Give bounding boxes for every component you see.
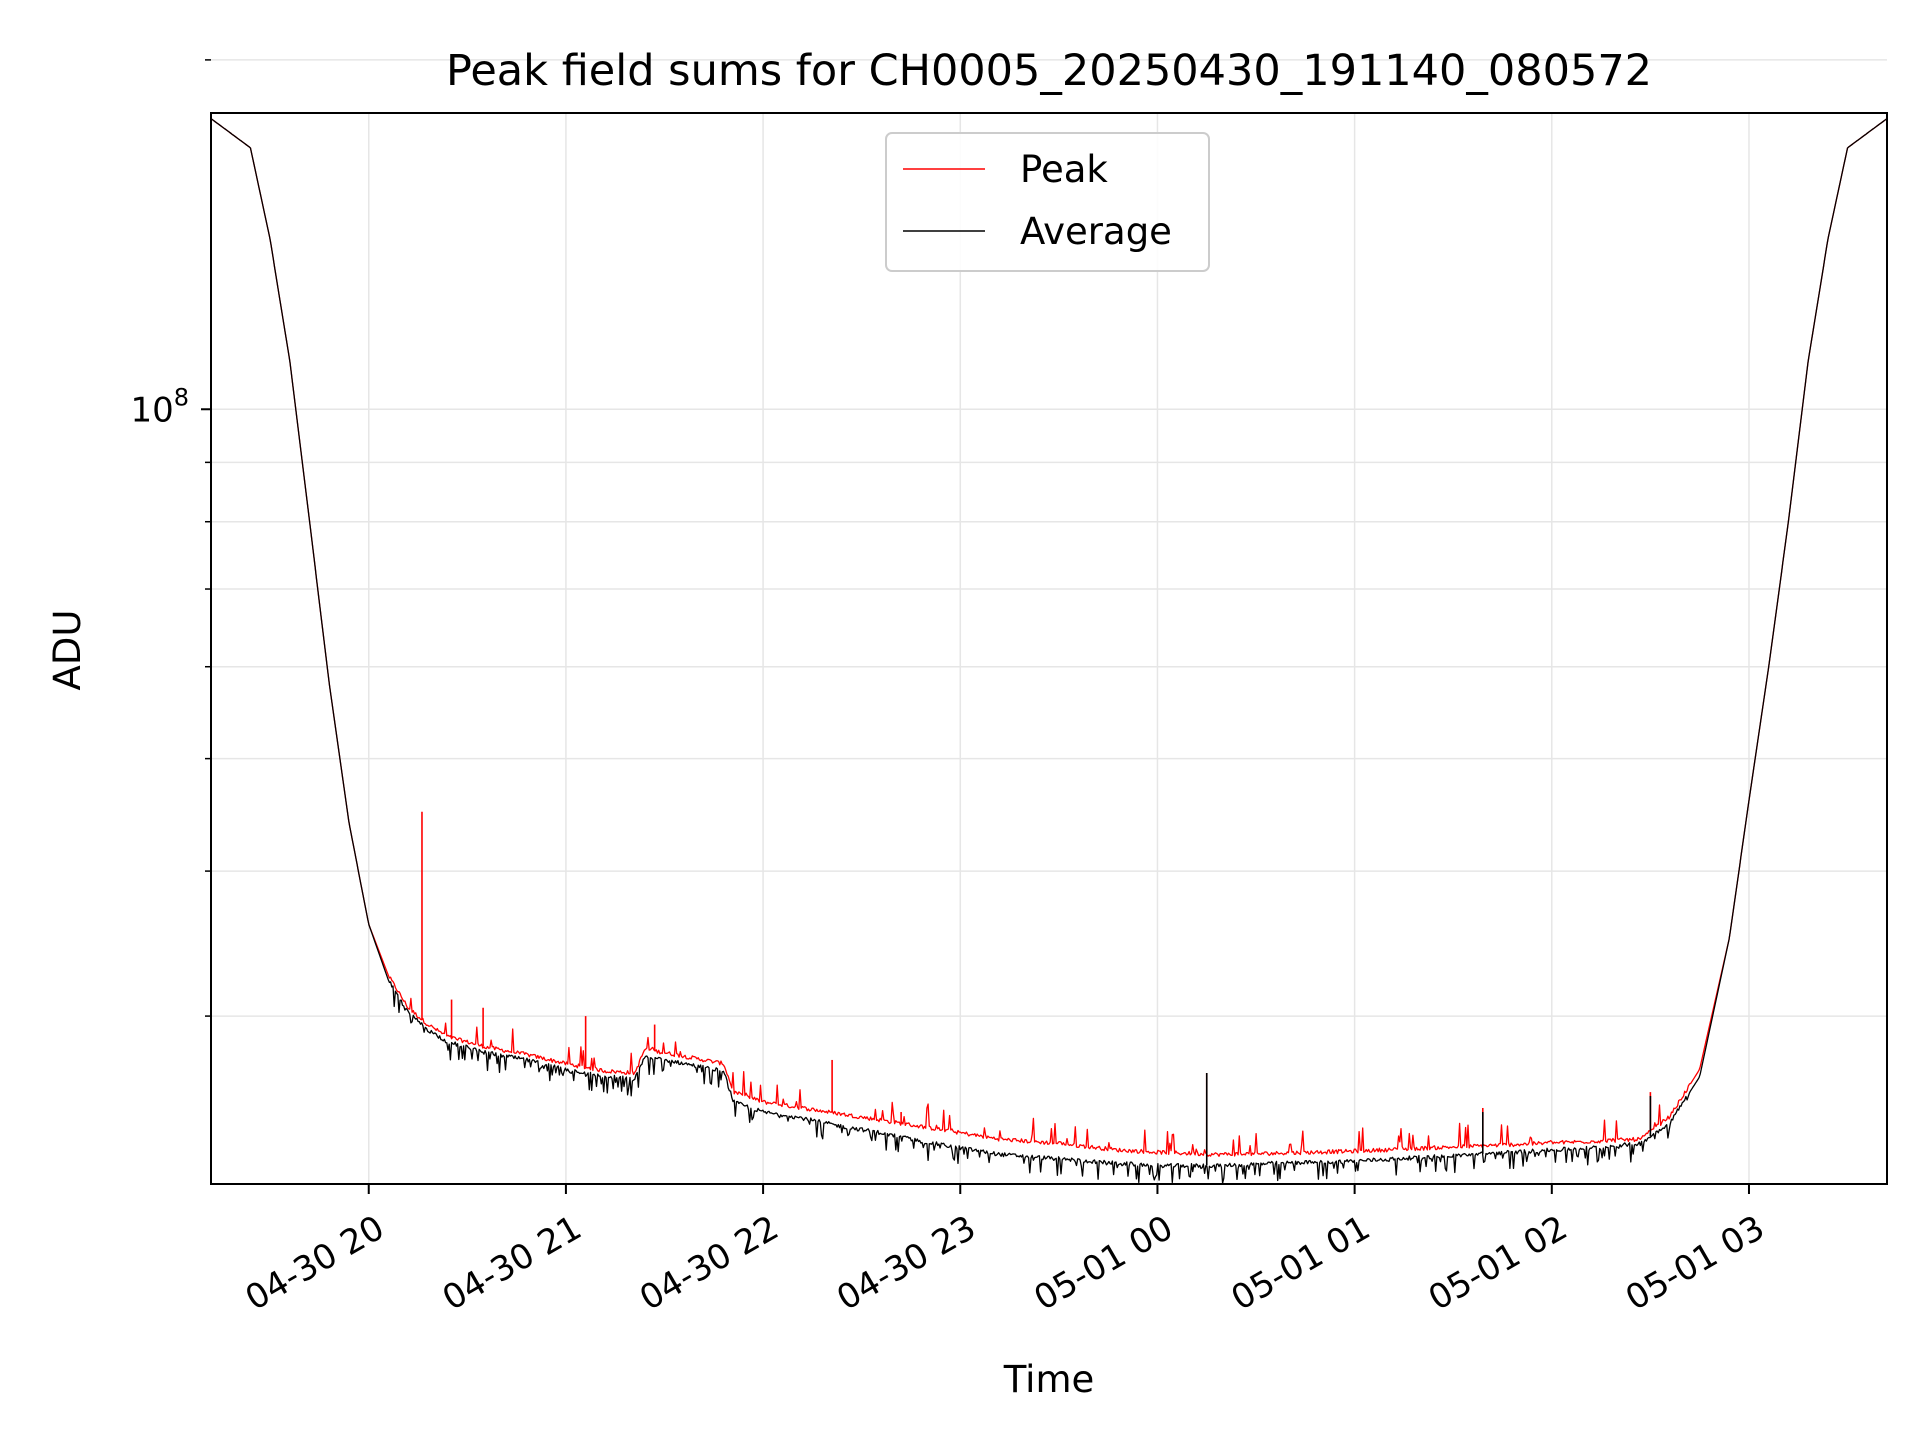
series-layer <box>210 118 1888 1184</box>
series-line-average <box>210 118 1888 1184</box>
y-tick-base: 10 <box>130 390 173 430</box>
x-axis-label: Time <box>1003 1358 1095 1401</box>
y-axis-label: ADU <box>46 610 89 691</box>
y-tick-exponent: 8 <box>174 383 189 411</box>
legend-average-label: Average <box>1020 210 1172 253</box>
legend-peak-label: Peak <box>1020 148 1108 191</box>
legend-box <box>885 132 1210 272</box>
plot-frame <box>210 112 1888 1185</box>
grid-lines <box>211 59 1887 1184</box>
series-line-peak <box>210 118 1888 1157</box>
y-tick-label: 108 <box>130 383 189 430</box>
chart-title: Peak field sums for CH0005_20250430_1911… <box>446 46 1652 96</box>
legend: Peak Average <box>885 132 1210 272</box>
